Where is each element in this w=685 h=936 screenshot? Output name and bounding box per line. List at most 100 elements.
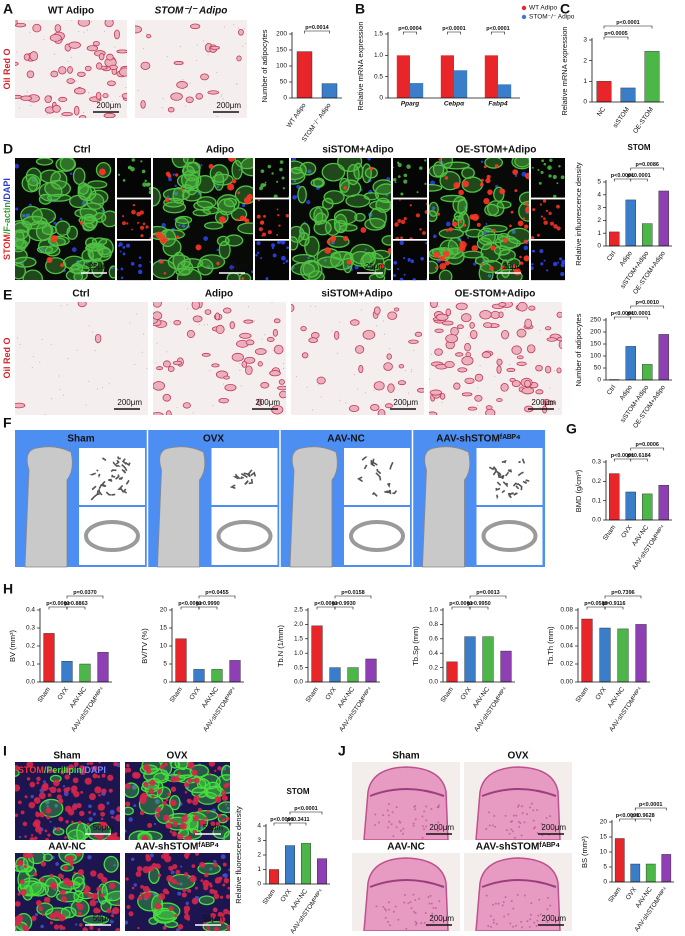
stain-dot [161, 107, 163, 109]
nucleus [106, 801, 110, 805]
cell [153, 259, 176, 279]
nucleus [364, 248, 367, 251]
marrow [399, 821, 402, 824]
cell [79, 202, 105, 222]
cell [511, 158, 529, 170]
sig-bracket [634, 818, 652, 822]
cell [204, 221, 224, 230]
stom-signal [223, 877, 230, 884]
nucleus [292, 195, 297, 200]
image-label: Adipo [205, 289, 233, 300]
cell [297, 185, 307, 204]
lipid-droplet [496, 365, 502, 374]
stom-signal [489, 266, 494, 271]
cell [60, 906, 77, 919]
lipid-droplet [20, 95, 33, 101]
lipid-droplet [153, 302, 162, 308]
stom-signal [131, 886, 135, 890]
marrow [403, 901, 406, 904]
stain-dot [207, 54, 209, 56]
marrow [390, 823, 393, 826]
channel-signal [283, 262, 286, 265]
channel-signal [415, 213, 421, 218]
lipid-droplet [516, 361, 527, 366]
cell [360, 252, 385, 271]
channel-signal [278, 224, 281, 227]
y-tick-label: 4 [257, 823, 261, 830]
lipid-droplet [444, 360, 455, 369]
y-tick-label: 50 [594, 365, 602, 372]
lipid-droplet [535, 364, 543, 372]
channel-signal [399, 240, 404, 246]
stom-signal [23, 865, 27, 869]
sig-bracket [304, 30, 330, 34]
stom-signal [135, 871, 142, 877]
y-tick-label: 0.02 [560, 661, 573, 668]
cell [330, 250, 354, 261]
image [15, 20, 127, 118]
stain-dot [176, 407, 178, 409]
channel-signal [149, 236, 151, 240]
legend-label: STOM⁻/⁻ Adipo [529, 14, 575, 21]
nucleus [128, 817, 133, 822]
sig-label: p=0.0158 [341, 590, 364, 596]
stom-signal [94, 786, 102, 794]
stom-signal [154, 902, 162, 910]
marrow [502, 900, 505, 903]
marrow [395, 806, 398, 809]
marrow [492, 921, 495, 924]
lipid-droplet [96, 62, 103, 70]
lipid-droplet [416, 387, 424, 393]
marrow [489, 915, 492, 918]
stom-signal [46, 256, 53, 264]
stom-signal [445, 228, 449, 232]
trabecula [244, 480, 249, 485]
cortical-ring [84, 520, 140, 552]
stain-dot [429, 378, 431, 380]
y-tick-label: 0.1 [26, 661, 35, 668]
bar [620, 87, 636, 103]
stom-signal [164, 197, 169, 203]
trabecula [497, 472, 501, 478]
channel-signal [280, 240, 286, 245]
cell [217, 198, 236, 216]
y-tick-label: 10 [600, 849, 608, 856]
stom-signal [65, 820, 69, 824]
cell [81, 249, 95, 263]
stain-dot [51, 398, 53, 400]
marrow [519, 822, 522, 825]
bar [296, 51, 313, 99]
stain-dot [309, 339, 311, 341]
nucleus [31, 177, 37, 182]
stom-signal [208, 163, 214, 169]
stain-dot [87, 92, 89, 94]
trabecula [89, 472, 97, 476]
channel-signal [271, 172, 274, 175]
lipid-droplet [301, 352, 309, 359]
stom-signal [169, 818, 173, 823]
lipid-droplet [77, 302, 87, 308]
y-tick-label: 100 [276, 63, 287, 70]
bar [321, 83, 338, 99]
image-background [531, 158, 565, 198]
lipid-droplet [461, 355, 474, 366]
stom-signal [462, 180, 470, 188]
lipid-droplet [26, 70, 35, 79]
stain-dot [222, 383, 224, 385]
marrow [414, 805, 417, 808]
cell [234, 158, 253, 170]
sig-bracket [469, 595, 507, 599]
stom-signal [36, 776, 41, 782]
lipid-droplet [387, 311, 398, 320]
y-tick-label: 5 [603, 864, 607, 871]
lipid-droplet [358, 364, 364, 374]
trabecula [101, 457, 107, 461]
lipid-droplet [408, 339, 419, 344]
cell [313, 220, 332, 236]
stain-dot [50, 343, 52, 345]
nucleus [450, 245, 453, 248]
stom-signal [64, 805, 72, 813]
nucleus [216, 185, 220, 189]
cell [42, 853, 53, 862]
lipid-droplet [84, 65, 92, 72]
